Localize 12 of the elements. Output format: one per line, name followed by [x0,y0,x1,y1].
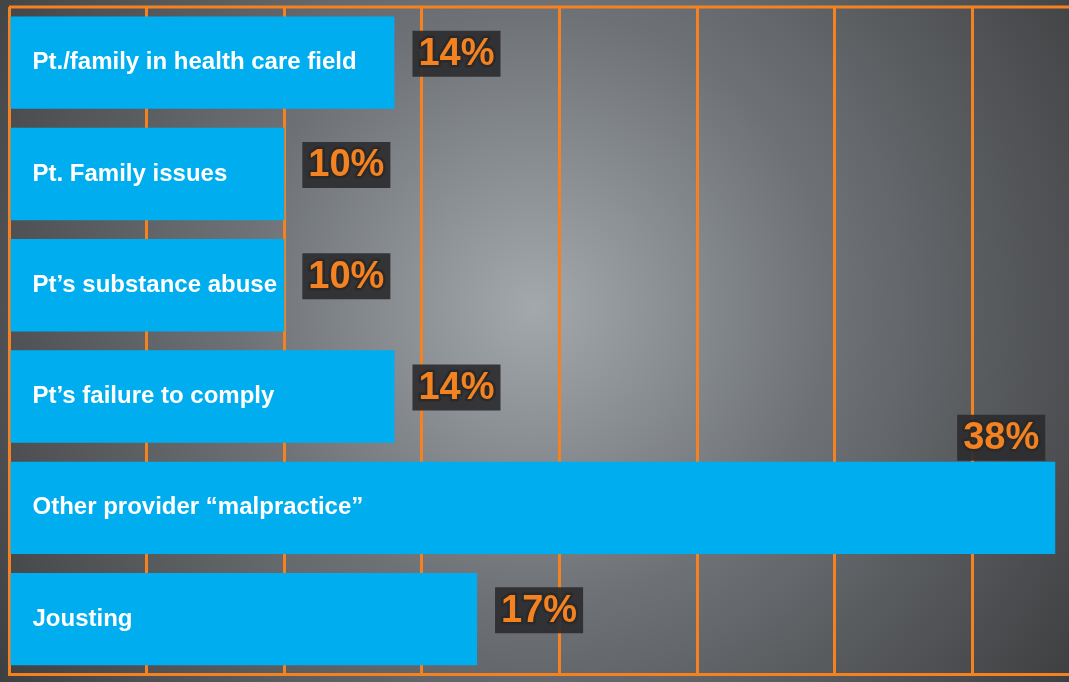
data-label: 10% [308,142,385,185]
data-label: 38% [963,415,1040,458]
y-tick-label: Pt’s failure to comply [32,381,275,409]
y-tick-label: Jousting [32,603,133,631]
y-tick-label: Other provider “malpractice” [32,492,364,520]
data-label: 14% [418,365,495,408]
y-tick-label: Pt./family in health care field [32,47,357,75]
data-label: 14% [418,31,495,74]
data-label: 10% [308,253,385,296]
y-tick-label: Pt’s substance abuse [32,269,278,297]
y-tick-label: Pt. Family issues [32,158,228,186]
data-label: 17% [501,587,578,630]
